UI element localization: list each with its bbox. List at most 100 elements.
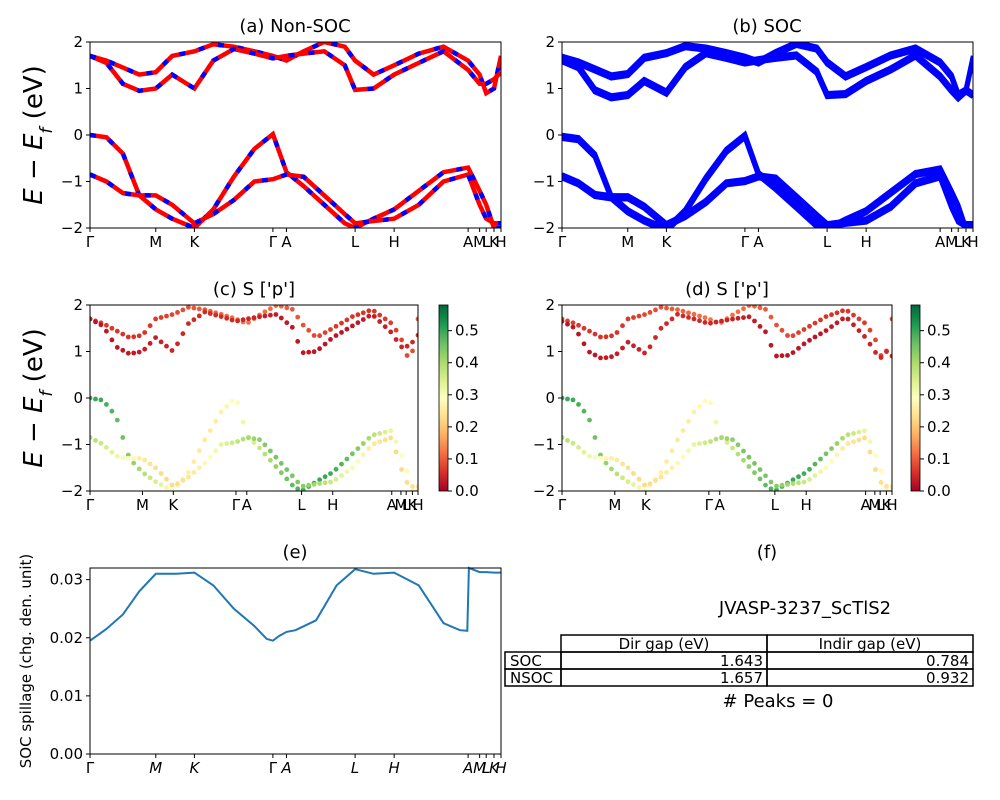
- scatter-point: [724, 436, 730, 442]
- scatter-point: [240, 419, 246, 425]
- scatter-point: [104, 328, 109, 334]
- scatter-point: [322, 480, 328, 486]
- scatter-point: [388, 435, 394, 441]
- band-line-blue: [90, 42, 501, 97]
- band-lines: [90, 42, 501, 228]
- scatter-point: [186, 474, 191, 480]
- scatter-point: [382, 429, 388, 435]
- scatter-point: [812, 334, 818, 340]
- scatter-point: [306, 349, 312, 355]
- x-tick-label: K: [189, 759, 200, 777]
- scatter-point: [851, 322, 856, 328]
- y-tick-label: 0: [545, 389, 555, 407]
- scatter-point: [339, 320, 344, 326]
- scatter-point: [763, 306, 768, 312]
- scatter-point: [415, 488, 418, 491]
- scatter-point: [186, 321, 191, 326]
- ylabel-unit: (eV): [19, 65, 49, 127]
- scatter-point: [158, 482, 164, 487]
- scatter-point: [98, 397, 104, 403]
- svg-text:E − Ef (eV): E − Ef (eV): [19, 65, 57, 205]
- scatter-point: [142, 330, 148, 335]
- scatter-point: [295, 486, 301, 491]
- panel-f: (f) JVASP-3237_ScTlS2 Dir gap (eV) Indir…: [504, 542, 974, 712]
- scatter-point: [829, 312, 834, 318]
- scatter-point: [218, 409, 224, 415]
- scatter-point: [257, 445, 262, 451]
- x-tick-label: M: [621, 233, 634, 251]
- scatter-point: [796, 330, 801, 335]
- scatter-point: [823, 328, 829, 333]
- scatter-point: [774, 483, 779, 489]
- panel-a-ylabel: E − Ef (eV): [19, 65, 57, 205]
- scatter-point: [125, 452, 131, 458]
- scatter-point: [664, 459, 669, 464]
- scatter-point: [153, 335, 159, 340]
- scatter-point: [268, 306, 273, 312]
- x-tick-label: L: [297, 496, 306, 514]
- panel-d-colorbar: 0.0 0.1 0.2 0.3 0.4 0.5: [910, 304, 951, 500]
- scatter-point: [669, 306, 675, 312]
- scatter-point: [93, 319, 98, 325]
- scatter-point: [763, 482, 768, 488]
- scatter-point: [235, 439, 241, 444]
- x-tick-label: A: [242, 496, 253, 514]
- x-tick-label: L: [351, 759, 359, 777]
- scatter-point: [317, 346, 322, 352]
- scatter-point: [186, 305, 191, 310]
- scatter-point: [339, 330, 344, 335]
- scatter-point: [284, 467, 290, 472]
- scatter-point: [202, 460, 208, 466]
- scatter-point: [382, 437, 388, 443]
- scatter-point: [415, 484, 418, 489]
- scatter-point: [664, 305, 669, 311]
- scatter-point: [142, 471, 148, 477]
- scatter-point: [196, 465, 202, 471]
- scatter-point: [251, 436, 257, 442]
- scatter-point: [207, 454, 213, 460]
- scatter-point: [251, 440, 257, 445]
- scatter-point: [812, 461, 818, 467]
- x-tick-label: K: [641, 496, 652, 514]
- x-tick-label: L: [823, 233, 832, 251]
- scatter-point: [229, 440, 235, 446]
- colorbar-tick-label: 0.2: [455, 418, 479, 436]
- x-tick-label: H: [801, 496, 812, 514]
- scatter-point: [603, 460, 609, 466]
- scatter-point: [158, 315, 164, 320]
- scatter-point: [136, 466, 142, 472]
- scatter-point: [289, 324, 295, 330]
- scatter-point: [884, 349, 889, 354]
- gap-table-cell: 0.784: [926, 652, 969, 670]
- scatter-point: [614, 351, 620, 357]
- scatter-point: [202, 437, 208, 443]
- scatter-point: [229, 398, 235, 404]
- scatter-point: [598, 455, 603, 461]
- scatter-point: [350, 451, 355, 457]
- band-line-blue: [562, 175, 973, 228]
- scatter-point: [818, 469, 823, 474]
- scatter-point: [366, 308, 372, 314]
- scatter-point: [246, 320, 251, 325]
- x-tick-label: M: [945, 233, 958, 251]
- y-tick-label: 0.03: [50, 571, 83, 589]
- scatter-point: [636, 313, 642, 319]
- x-tick-label: A: [463, 233, 474, 251]
- scatter-point: [702, 398, 708, 404]
- scatter-point: [317, 477, 322, 483]
- scatter-point: [120, 331, 126, 337]
- scatter-point: [109, 337, 115, 343]
- scatter-point: [565, 321, 570, 327]
- scatter-point: [196, 313, 202, 319]
- x-tick-label: H: [388, 759, 399, 777]
- scatter-point: [246, 316, 251, 322]
- scatter-point: [344, 469, 350, 474]
- scatter-point: [114, 417, 120, 423]
- scatter-point: [278, 305, 284, 309]
- scatter-point: [570, 320, 576, 326]
- band-line-red: [90, 46, 501, 94]
- scatter-point: [686, 310, 691, 316]
- scatter-point: [680, 454, 686, 460]
- scatter-point: [609, 354, 614, 360]
